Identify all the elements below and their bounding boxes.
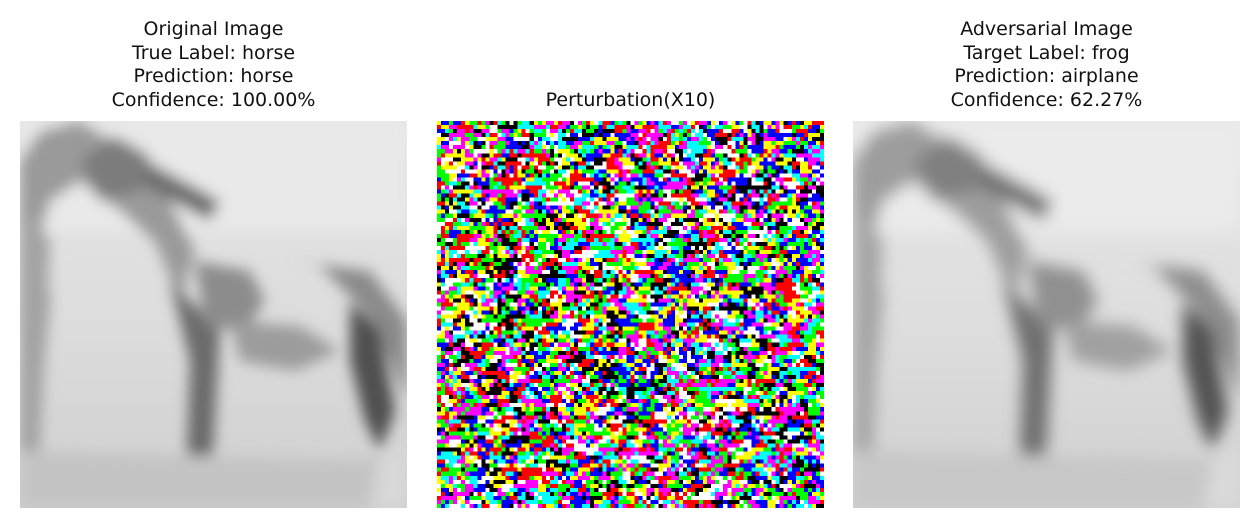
adversarial-horse-image <box>853 121 1240 508</box>
adversarial-prediction: Prediction: airplane <box>954 65 1139 87</box>
perturbation-noise-image <box>437 121 824 508</box>
adversarial-image-panel: Adversarial Image Target Label: frog Pre… <box>853 0 1240 528</box>
perturbation-panel: Perturbation(X10) <box>437 0 824 528</box>
adversarial-confidence: Confidence: 62.27% <box>950 88 1143 111</box>
original-true-label: True Label: horse <box>131 41 296 64</box>
original-confidence: Confidence: 100.00% <box>111 88 316 111</box>
original-image-panel: Original Image True Label: horse Predict… <box>20 0 407 528</box>
perturbation-title-line: Perturbation(X10) <box>545 88 716 111</box>
perturbation-title: Perturbation(X10) <box>437 89 824 113</box>
original-horse-image <box>20 121 407 508</box>
perturbation-noise-canvas <box>437 121 824 508</box>
original-prediction: Prediction: horse <box>133 65 294 87</box>
adversarial-target-label: Target Label: frog <box>963 41 1130 64</box>
adversarial-title-line: Adversarial Image <box>960 18 1133 40</box>
adversarial-image-title: Adversarial Image Target Label: frog Pre… <box>853 18 1240 112</box>
original-title-line: Original Image <box>143 18 284 40</box>
original-image-title: Original Image True Label: horse Predict… <box>20 18 407 112</box>
